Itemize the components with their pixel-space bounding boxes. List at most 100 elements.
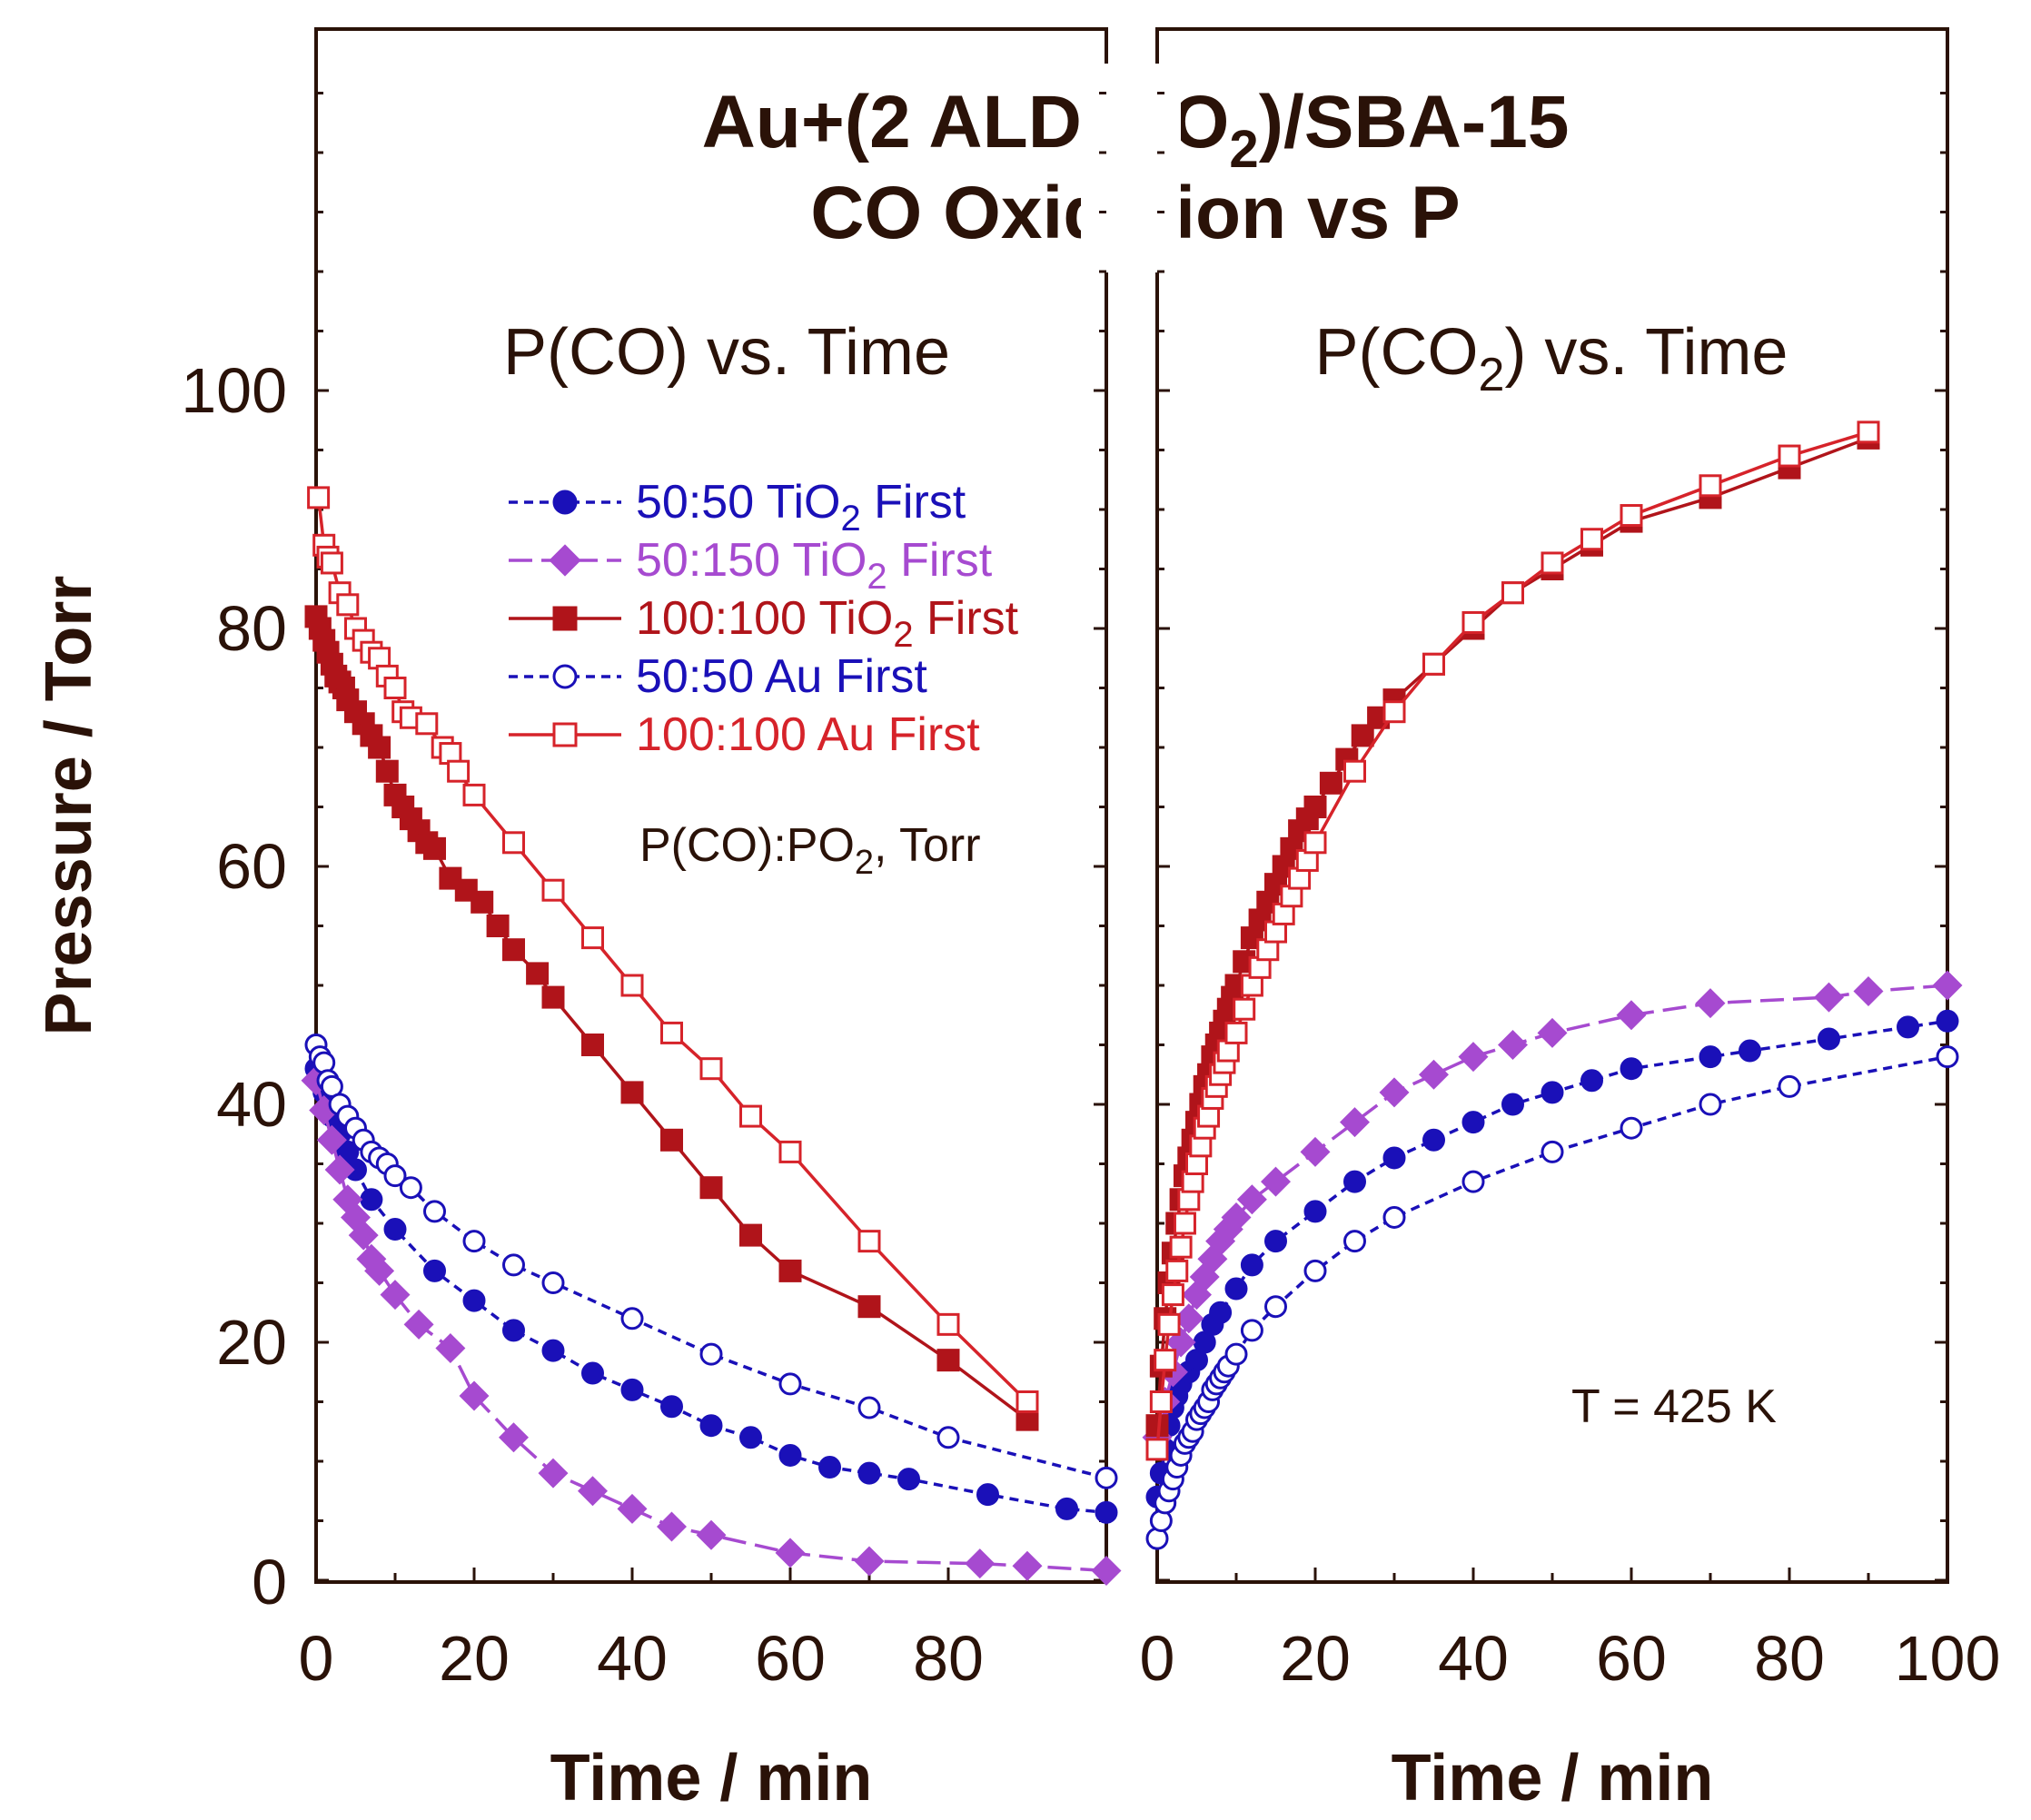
series-100-100-tio2-first	[304, 605, 1039, 1431]
data-point	[778, 1372, 802, 1396]
data-point	[1501, 1093, 1524, 1116]
data-point	[324, 1154, 355, 1185]
data-point	[1303, 796, 1327, 818]
data-point	[657, 1511, 687, 1542]
data-point	[1422, 1128, 1445, 1152]
data-point	[617, 1493, 648, 1524]
data-point	[897, 1468, 920, 1491]
data-point	[375, 759, 399, 783]
data-point	[1303, 1200, 1327, 1223]
data-point	[1699, 1093, 1722, 1116]
data-point	[541, 878, 565, 902]
data-point	[1422, 652, 1445, 676]
legend-label-part: First	[914, 592, 1019, 645]
data-point	[1936, 1045, 1959, 1069]
series-line	[314, 1068, 1107, 1515]
data-point	[1154, 1349, 1177, 1372]
data-point	[541, 1271, 565, 1294]
x-tick-label: 80	[913, 1623, 984, 1694]
data-point	[857, 1295, 881, 1319]
data-point	[1091, 1556, 1122, 1587]
data-point	[1145, 1438, 1169, 1461]
right-x-tick-labels: 0 20 40 60 80 100	[1140, 1623, 2001, 1694]
data-point	[696, 1519, 727, 1550]
right-panel-frame	[1155, 27, 1949, 1584]
right-subtitle-part1: P(CO	[1315, 316, 1479, 389]
right-subtitle-part3: ) vs. Time	[1504, 316, 1788, 389]
data-point	[502, 1319, 525, 1342]
data-point	[423, 1259, 446, 1282]
data-point	[1778, 444, 1801, 468]
data-point	[620, 1307, 644, 1330]
data-point	[307, 486, 331, 509]
data-point	[383, 1218, 407, 1241]
data-point	[1382, 1205, 1406, 1229]
data-point	[1616, 1000, 1647, 1031]
data-point	[1695, 988, 1726, 1019]
data-point	[1541, 1081, 1564, 1104]
data-point	[1620, 1057, 1643, 1081]
data-point	[1340, 1107, 1370, 1138]
data-point	[1739, 1039, 1761, 1063]
data-point	[739, 1104, 762, 1128]
legend-label-sub: 2	[867, 557, 887, 597]
legend-note: P(CO):PO2, Torr	[639, 819, 981, 882]
data-point	[1224, 1342, 1248, 1366]
x-tick-label: 20	[1280, 1623, 1351, 1694]
legend-label-sub: 2	[893, 615, 913, 655]
x-tick-label: 40	[1438, 1623, 1509, 1694]
data-point	[360, 1188, 383, 1212]
data-point	[620, 974, 644, 997]
data-point	[552, 606, 578, 631]
data-point	[660, 1021, 683, 1044]
data-point	[1580, 528, 1603, 551]
data-point	[1814, 982, 1844, 1013]
legend-label-100-100-tio2: 100:100 TiO2 First	[636, 592, 1019, 655]
data-point	[1240, 1253, 1263, 1277]
data-point	[936, 1312, 960, 1336]
series-50-50-tio2-first	[304, 1057, 1118, 1524]
data-point	[423, 1200, 446, 1223]
data-point	[1458, 1042, 1489, 1073]
data-point	[1055, 1497, 1078, 1520]
data-point	[1240, 1319, 1263, 1342]
data-point	[778, 1259, 802, 1282]
data-point	[1157, 1312, 1181, 1336]
data-point	[348, 1220, 379, 1251]
data-point	[1537, 1017, 1568, 1048]
data-point	[471, 890, 494, 914]
data-point	[1379, 1077, 1410, 1108]
data-point	[1932, 970, 1963, 1001]
data-point	[1169, 1235, 1193, 1259]
data-point	[965, 1548, 996, 1579]
legend-label-part: 100:100 TiO	[636, 592, 893, 645]
data-point	[399, 1176, 422, 1200]
data-point	[462, 1289, 486, 1312]
data-point	[336, 593, 360, 617]
legend-label-sub: 2	[840, 499, 860, 539]
data-point	[818, 1456, 841, 1479]
x-tick-label: 40	[597, 1623, 668, 1694]
data-point	[502, 831, 525, 855]
data-point	[1319, 771, 1342, 795]
data-point	[1095, 1466, 1118, 1489]
data-layer	[301, 420, 1963, 1587]
data-point	[502, 1253, 525, 1277]
data-point	[364, 1255, 395, 1286]
data-point	[552, 722, 578, 747]
y-tick-labels: 0 20 40 60 80 100	[181, 355, 287, 1617]
data-point	[368, 736, 391, 759]
data-point	[447, 759, 471, 783]
data-point	[581, 926, 604, 950]
data-point	[660, 1128, 683, 1152]
y-tick-label: 40	[216, 1069, 287, 1140]
data-point	[1264, 1230, 1287, 1253]
data-point	[541, 985, 565, 1009]
data-point	[415, 712, 439, 736]
data-point	[1303, 831, 1327, 855]
data-point	[1303, 1259, 1327, 1282]
data-point	[699, 1057, 723, 1081]
data-point	[1095, 1500, 1118, 1524]
data-point	[1343, 1170, 1366, 1193]
